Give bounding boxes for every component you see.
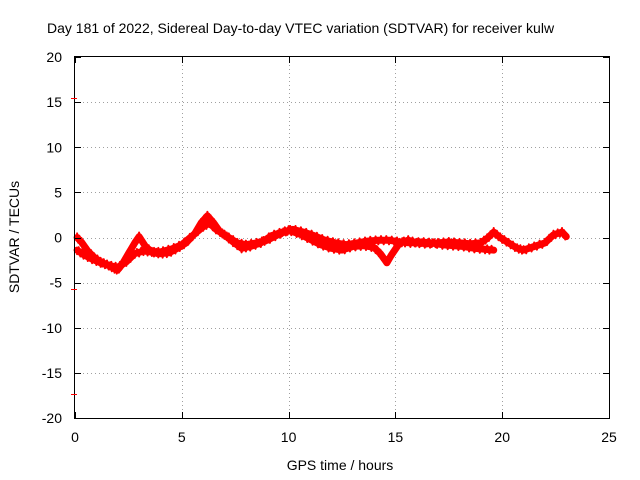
y-axis-label: SDTVAR / TECUs xyxy=(6,181,22,293)
x-tick-label: 20 xyxy=(494,429,510,445)
y-tick-label: -10 xyxy=(42,320,62,336)
x-tick-label: 15 xyxy=(388,429,404,445)
y-tick-label: -15 xyxy=(42,365,62,381)
y-tick-label: 20 xyxy=(46,49,62,65)
y-tick-label: 15 xyxy=(46,94,62,110)
series-noise-1 xyxy=(76,210,568,275)
x-tick-label: 0 xyxy=(71,429,79,445)
axis-ticks xyxy=(75,57,610,419)
y-tick-label: 0 xyxy=(54,230,62,246)
x-tick-label: 5 xyxy=(178,429,186,445)
series-noise-2 xyxy=(76,218,495,273)
y-tick-label: -20 xyxy=(42,410,62,426)
x-tick-label: 10 xyxy=(281,429,297,445)
chart-title: Day 181 of 2022, Sidereal Day-to-day VTE… xyxy=(47,20,555,36)
x-tick-label: 25 xyxy=(601,429,617,445)
y-tick-label: 10 xyxy=(46,139,62,155)
grid-lines xyxy=(75,57,609,418)
series-group xyxy=(73,210,570,275)
plot-frame xyxy=(74,56,610,419)
left-axis-markers xyxy=(71,98,77,395)
y-tick-label: -5 xyxy=(50,275,63,291)
y-tick-label: 5 xyxy=(54,184,62,200)
x-axis-label: GPS time / hours xyxy=(287,457,394,473)
